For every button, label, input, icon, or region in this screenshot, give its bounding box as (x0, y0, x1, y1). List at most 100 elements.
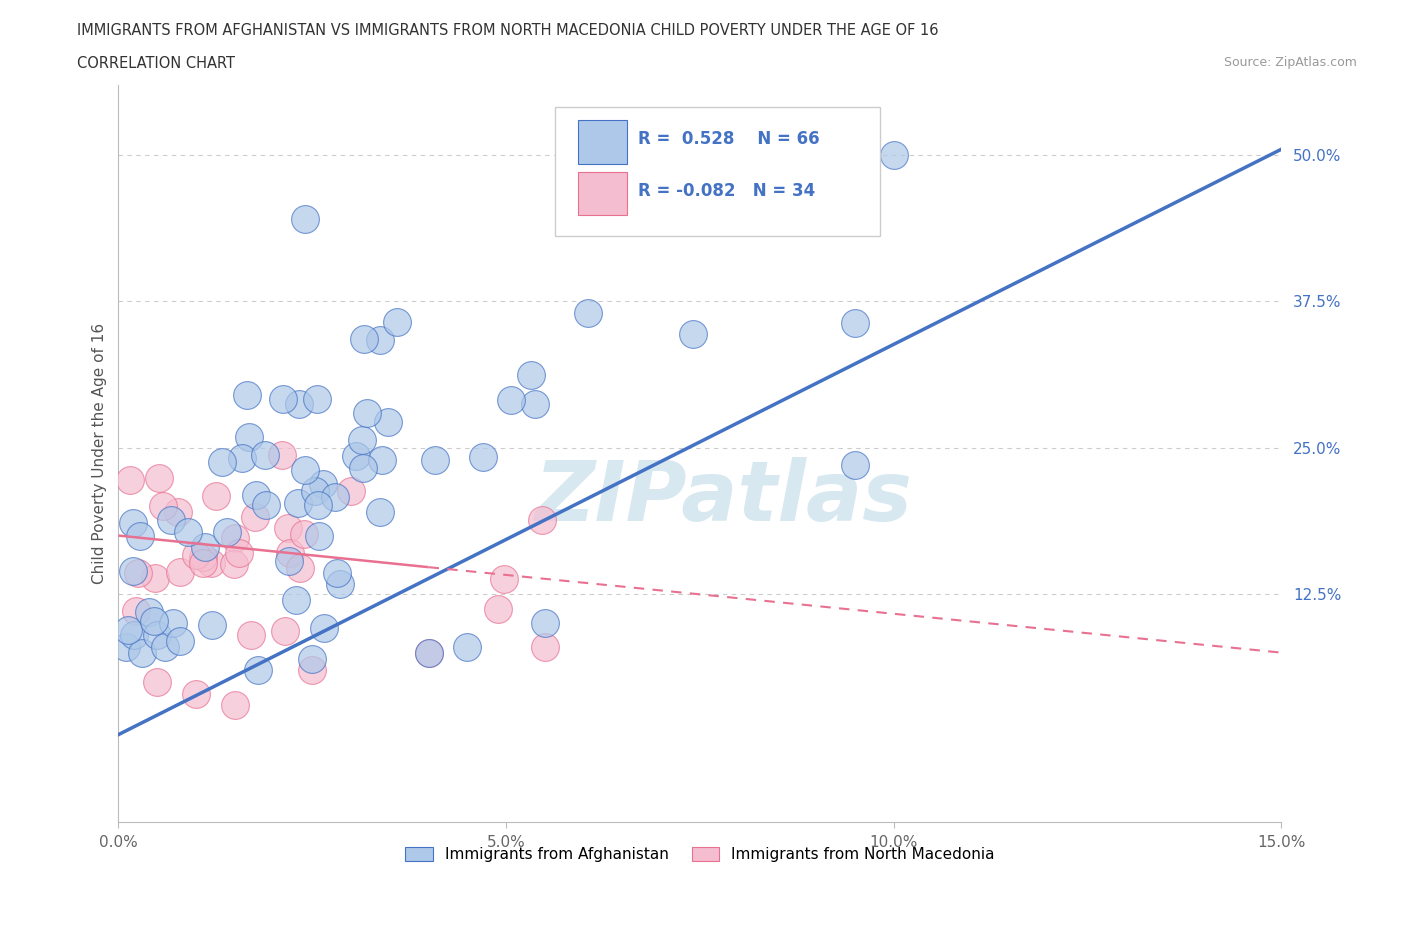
Point (277, 521, 299, 536)
Point (418, 645, 440, 660)
Point (287, 496, 309, 511)
Point (329, 577, 352, 591)
Text: Source: ZipAtlas.com: Source: ZipAtlas.com (1223, 56, 1357, 69)
Y-axis label: Child Poverty Under the Age of 16: Child Poverty Under the Age of 16 (93, 323, 107, 584)
Point (371, 452, 394, 467)
Point (534, 616, 557, 631)
Point (169, 565, 191, 579)
Point (131, 645, 153, 660)
Point (184, 686, 207, 701)
Point (222, 557, 245, 572)
Point (340, 484, 363, 498)
Point (224, 531, 246, 546)
Point (534, 639, 557, 654)
Point (308, 529, 330, 544)
Point (253, 447, 276, 462)
Point (177, 525, 200, 539)
Point (370, 504, 392, 519)
Point (368, 332, 391, 347)
Text: ZIPatlas: ZIPatlas (534, 458, 912, 538)
Point (344, 448, 367, 463)
Point (423, 453, 446, 468)
FancyBboxPatch shape (554, 107, 880, 236)
Point (193, 556, 215, 571)
FancyBboxPatch shape (578, 120, 627, 164)
Point (456, 639, 478, 654)
Point (312, 620, 335, 635)
Point (122, 515, 145, 530)
Point (115, 639, 138, 654)
Point (146, 628, 169, 643)
Point (201, 618, 224, 632)
Point (117, 623, 139, 638)
Point (352, 432, 374, 447)
Point (353, 332, 375, 347)
Point (243, 510, 266, 525)
Point (682, 326, 704, 341)
Point (292, 526, 315, 541)
Point (138, 604, 160, 619)
Point (278, 553, 301, 568)
Point (284, 592, 307, 607)
Point (247, 663, 270, 678)
Point (184, 547, 207, 562)
Point (204, 488, 226, 503)
Point (352, 460, 374, 475)
Point (146, 674, 169, 689)
Text: IMMIGRANTS FROM AFGHANISTAN VS IMMIGRANTS FROM NORTH MACEDONIA CHILD POVERTY UND: IMMIGRANTS FROM AFGHANISTAN VS IMMIGRANT… (77, 23, 939, 38)
Point (143, 614, 166, 629)
Point (883, 148, 905, 163)
Legend: Immigrants from Afghanistan, Immigrants from North Macedonia: Immigrants from Afghanistan, Immigrants … (398, 840, 1002, 870)
FancyBboxPatch shape (578, 172, 627, 216)
Point (280, 546, 302, 561)
Point (125, 603, 148, 618)
Point (356, 405, 378, 420)
Point (271, 447, 294, 462)
Point (576, 306, 599, 321)
Point (471, 450, 494, 465)
Point (128, 529, 150, 544)
Point (531, 512, 554, 527)
Point (501, 393, 523, 408)
Point (236, 388, 259, 403)
Point (162, 616, 184, 631)
Point (122, 628, 145, 643)
Point (323, 490, 346, 505)
Point (844, 316, 866, 331)
Point (312, 476, 335, 491)
Point (160, 512, 183, 527)
Point (844, 458, 866, 472)
Point (254, 498, 277, 512)
Point (127, 565, 149, 580)
Point (121, 564, 143, 578)
Point (305, 392, 328, 406)
Point (294, 462, 316, 477)
Text: R =  0.528    N = 66: R = 0.528 N = 66 (638, 130, 820, 149)
Point (191, 549, 214, 564)
Text: R = -0.082   N = 34: R = -0.082 N = 34 (638, 182, 815, 200)
Point (304, 484, 326, 498)
Point (231, 450, 253, 465)
Point (301, 651, 323, 666)
Point (307, 498, 329, 512)
Point (274, 623, 297, 638)
Point (385, 314, 408, 329)
Point (217, 525, 239, 539)
Point (301, 663, 323, 678)
Point (228, 545, 250, 560)
Point (294, 212, 316, 227)
Point (148, 471, 170, 485)
Point (167, 504, 190, 519)
Text: CORRELATION CHART: CORRELATION CHART (77, 56, 235, 71)
Point (377, 414, 399, 429)
Point (524, 397, 547, 412)
Point (194, 539, 217, 554)
Point (169, 633, 191, 648)
Point (326, 565, 349, 580)
Point (240, 628, 263, 643)
Point (288, 560, 311, 575)
Point (120, 472, 142, 487)
Point (492, 571, 515, 586)
Point (200, 555, 222, 570)
Point (288, 396, 311, 411)
